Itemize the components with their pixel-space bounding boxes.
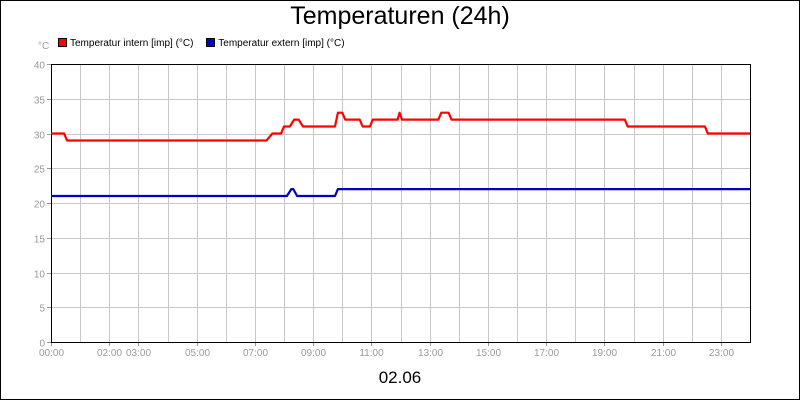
y-tick-label: 0 xyxy=(39,339,45,350)
x-tick-label: 07:00 xyxy=(243,348,268,359)
y-tick-label: 20 xyxy=(34,200,46,211)
y-tick-label: 5 xyxy=(39,304,45,315)
x-tick-label: 15:00 xyxy=(476,348,501,359)
x-tick-label: 17:00 xyxy=(534,348,559,359)
x-tick-label: 03:00 xyxy=(126,348,151,359)
series-line-extern xyxy=(51,188,750,198)
legend: Temperatur intern [imp] (°C) Temperatur … xyxy=(58,38,355,49)
series-line-intern xyxy=(51,111,750,142)
y-axis-unit: °C xyxy=(38,41,50,52)
y-tick-label: 10 xyxy=(34,270,46,281)
legend-swatch-intern xyxy=(58,38,67,47)
y-tick-label: 30 xyxy=(34,131,46,142)
chart-title: Temperaturen (24h) xyxy=(290,2,510,30)
x-tick-label: 23:00 xyxy=(709,348,734,359)
legend-item-intern: Temperatur intern [imp] (°C) xyxy=(58,38,193,49)
x-tick-label: 00:00 xyxy=(39,348,64,359)
legend-item-extern: Temperatur extern [imp] (°C) xyxy=(206,38,345,49)
x-tick-label: 02:00 xyxy=(97,348,122,359)
y-tick-label: 15 xyxy=(34,235,46,246)
x-tick-label: 19:00 xyxy=(592,348,617,359)
x-tick-label: 09:00 xyxy=(301,348,326,359)
y-tick-label: 40 xyxy=(34,61,46,72)
x-tick-label: 11:00 xyxy=(359,348,384,359)
x-axis-date-label: 02.06 xyxy=(378,368,422,387)
y-tick-label: 35 xyxy=(34,96,46,107)
y-tick-label: 25 xyxy=(34,165,46,176)
x-tick-label: 21:00 xyxy=(651,348,676,359)
x-tick-label: 13:00 xyxy=(418,348,443,359)
legend-swatch-extern xyxy=(206,38,216,47)
legend-label-intern: Temperatur intern [imp] (°C) xyxy=(70,38,194,49)
x-tick-label: 05:00 xyxy=(185,348,210,359)
legend-label-extern: Temperatur extern [imp] (°C) xyxy=(218,38,345,49)
plot-border xyxy=(51,64,751,343)
